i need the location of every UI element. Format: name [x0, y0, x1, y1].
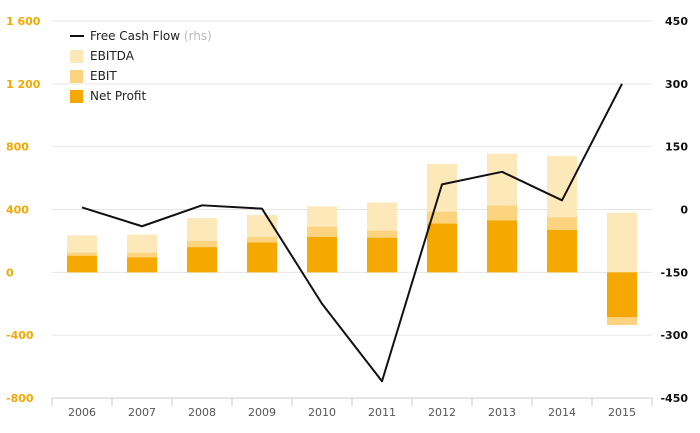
x-tick-label: 2012	[428, 406, 456, 419]
free-cash-flow-line	[81, 83, 623, 383]
x-tick-label: 2010	[308, 406, 336, 419]
right-tick-label: 300	[665, 78, 688, 91]
bar-net-profit	[547, 229, 577, 273]
legend-label-ebitda: EBITDA	[90, 49, 135, 63]
bar-net-profit	[187, 247, 217, 273]
left-tick-label: 1 600	[6, 15, 41, 28]
right-tick-label: 150	[665, 141, 688, 154]
bar-series	[67, 153, 637, 325]
right-y-axis: -450 -300 -150 0 150 300 450	[660, 15, 688, 405]
left-tick-label: 400	[6, 204, 29, 217]
x-tick-label: 2009	[248, 406, 276, 419]
x-tick-label: 2007	[128, 406, 156, 419]
legend-label-net-profit: Net Profit	[90, 89, 146, 103]
right-tick-label: -450	[660, 392, 688, 405]
x-tick-label: 2014	[548, 406, 576, 419]
x-tick-label: 2008	[188, 406, 216, 419]
left-tick-label: -400	[6, 329, 34, 342]
left-y-axis: -800 -400 0 400 800 1 200 1 600	[6, 15, 41, 405]
legend-label-ebit: EBIT	[90, 69, 117, 83]
bar-net-profit	[307, 236, 337, 273]
legend-unit-label: (rhs)	[180, 29, 212, 43]
right-tick-label: -300	[660, 329, 688, 342]
x-tick-label: 2013	[488, 406, 516, 419]
bar-net-profit	[127, 257, 157, 273]
x-axis: 2006 2007 2008 2009 2010 2011 2012 2013 2014 2015	[51, 397, 653, 419]
legend-label-free-cash-flow: Free Cash Flow (rhs)	[90, 29, 212, 43]
left-tick-label: -800	[6, 392, 34, 405]
legend: Free Cash Flow (rhs) EBITDA EBIT Net Profit	[70, 29, 212, 103]
line-series	[81, 83, 623, 383]
x-tick-label: 2015	[608, 406, 636, 419]
bar-net-profit	[427, 223, 457, 273]
left-tick-label: 800	[6, 141, 29, 154]
legend-swatch-net-profit	[70, 90, 83, 103]
bar-net-profit	[67, 255, 97, 273]
left-tick-label: 0	[6, 266, 14, 279]
bar-net-profit	[247, 242, 277, 273]
bar-ebitda	[607, 212, 637, 273]
left-tick-label: 1 200	[6, 78, 41, 91]
bar-net-profit	[367, 237, 397, 273]
right-tick-label: 450	[665, 15, 688, 28]
legend-swatch-ebitda	[70, 50, 83, 63]
bar-net-profit	[487, 220, 517, 273]
x-tick-label: 2011	[368, 406, 396, 419]
right-tick-label: 0	[680, 204, 688, 217]
x-tick-label: 2006	[68, 406, 96, 419]
right-tick-label: -150	[660, 266, 688, 279]
legend-swatch-ebit	[70, 70, 83, 83]
bar-net-profit	[607, 272, 637, 318]
